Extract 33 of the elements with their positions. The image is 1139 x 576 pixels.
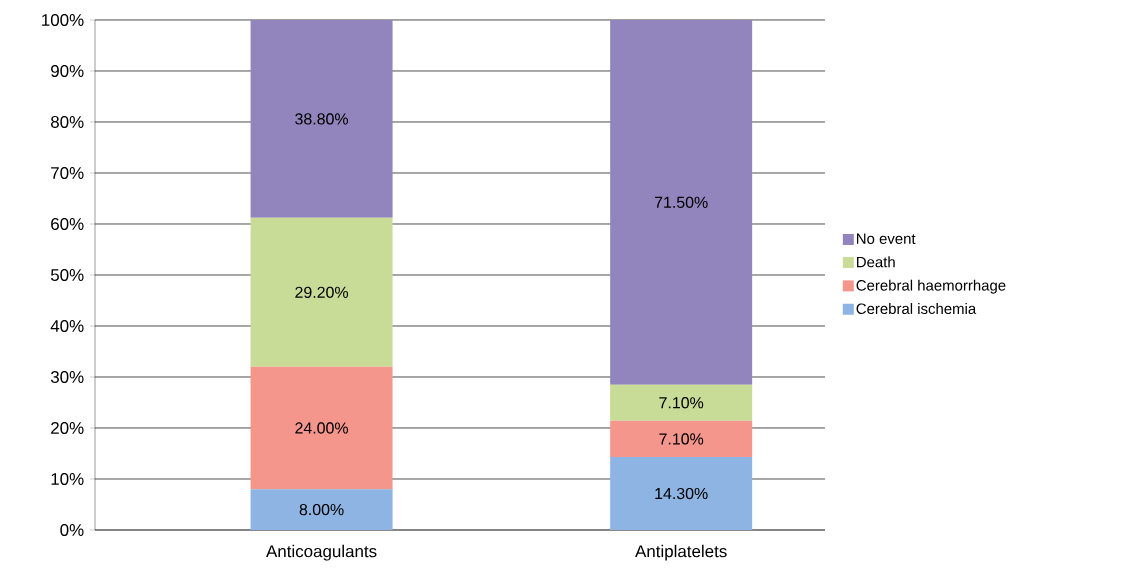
y-tick-label: 10% bbox=[51, 472, 84, 485]
y-tick-label: 100% bbox=[42, 13, 84, 26]
y-tick-label: 20% bbox=[51, 421, 84, 434]
y-tick-label: 40% bbox=[50, 319, 84, 332]
legend-label: No event bbox=[857, 233, 916, 244]
legend-label: Cerebral ischemia bbox=[856, 303, 977, 315]
bar bbox=[610, 420, 753, 458]
bar bbox=[610, 384, 753, 421]
bar bbox=[250, 217, 393, 367]
data-label: 8.00% bbox=[299, 503, 344, 516]
y-tick-label: 80% bbox=[51, 115, 84, 128]
bar bbox=[250, 366, 393, 490]
data-label: 14.30% bbox=[655, 487, 708, 500]
bar bbox=[610, 19, 753, 385]
y-tick-label: 90% bbox=[51, 64, 84, 77]
y-tick-label: 50% bbox=[50, 268, 84, 281]
legend-label: Cerebral haemorrhage bbox=[856, 279, 1006, 294]
data-label: 7.10% bbox=[659, 433, 704, 445]
bar bbox=[250, 489, 393, 530]
y-tick-label: 60% bbox=[51, 217, 84, 230]
data-label: 7.10% bbox=[659, 397, 704, 409]
data-label: 71.50% bbox=[654, 196, 708, 208]
data-label: 29.20% bbox=[295, 286, 349, 298]
y-tick-label: 30% bbox=[50, 370, 84, 383]
bar bbox=[250, 19, 393, 218]
bar bbox=[610, 457, 753, 530]
data-label: 38.80% bbox=[295, 113, 349, 125]
data-label: 24.00% bbox=[295, 422, 349, 434]
legend-label: Death bbox=[857, 256, 895, 268]
y-tick-label: 70% bbox=[51, 166, 84, 179]
x-tick-label: Anticoagulants bbox=[266, 544, 377, 561]
y-tick-label: 0% bbox=[60, 523, 84, 536]
x-tick-label: Antiplatelets bbox=[635, 544, 727, 561]
